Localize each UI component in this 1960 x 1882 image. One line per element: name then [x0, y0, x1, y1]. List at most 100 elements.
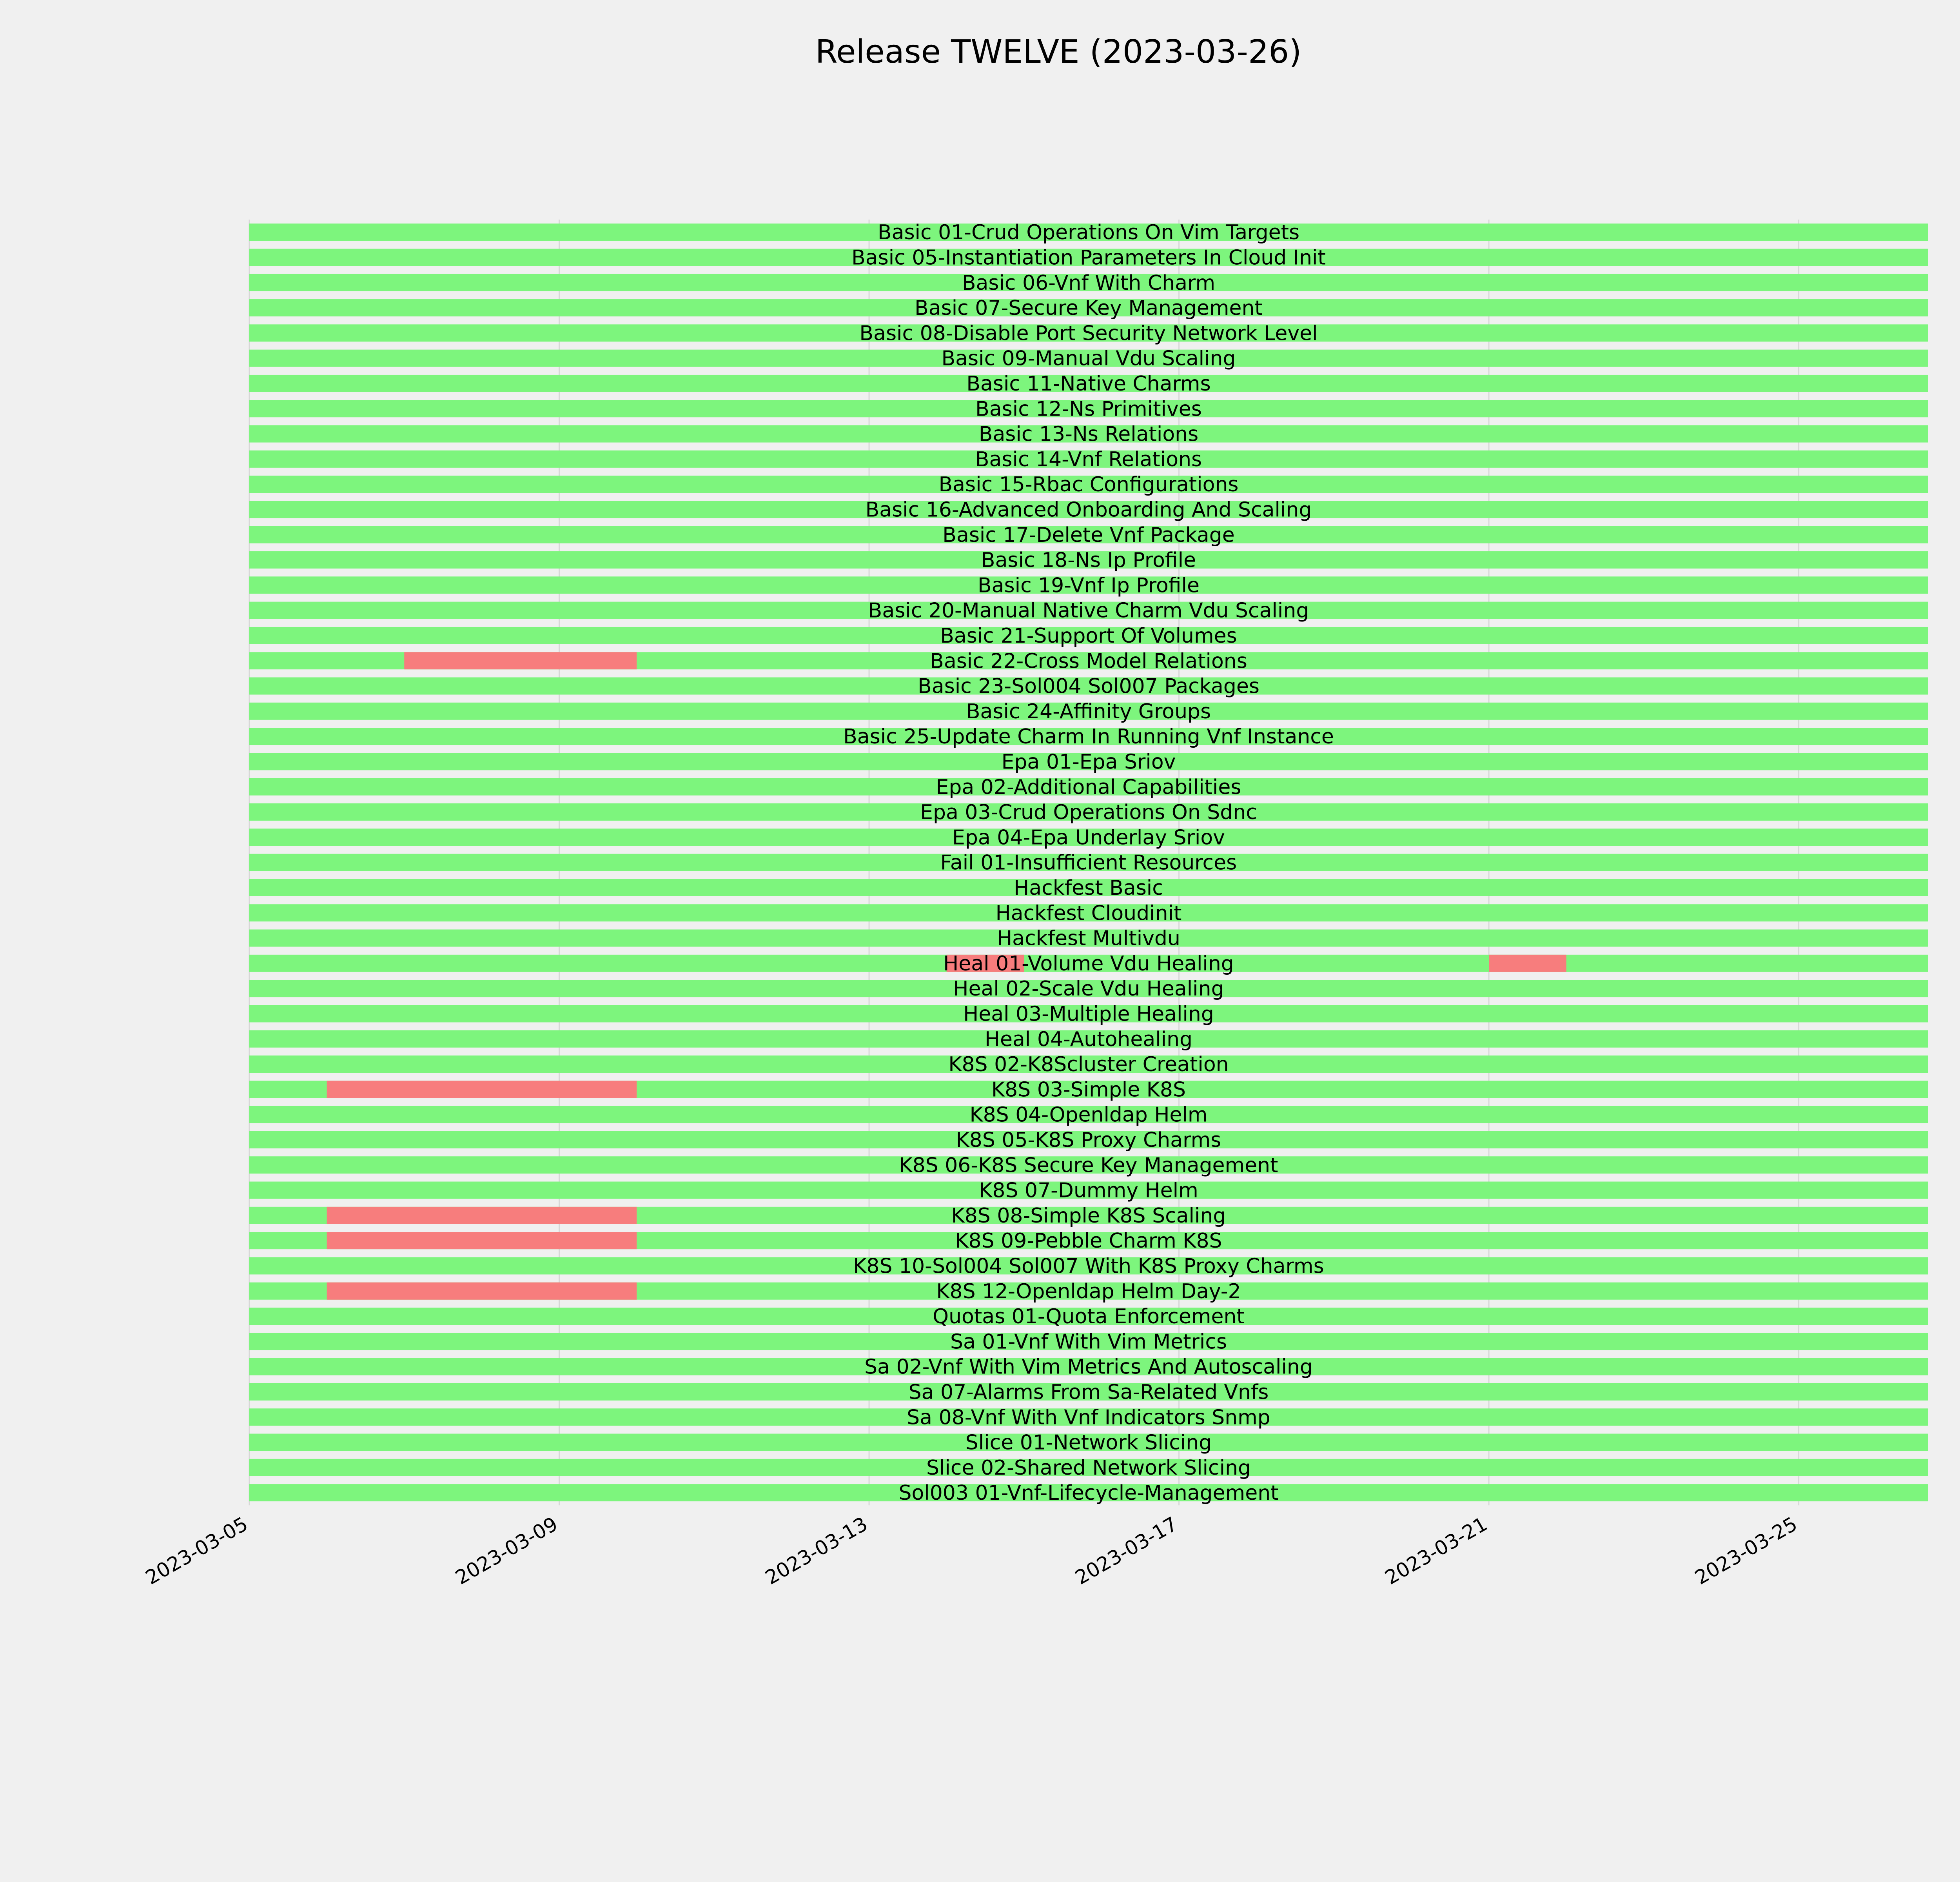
pass-bar: [249, 601, 1928, 619]
row-label: Basic 17-Delete Vnf Package: [942, 523, 1234, 547]
row-label: K8S 09-Pebble Charm K8S: [955, 1229, 1222, 1253]
row-label: Heal 03-Multiple Healing: [963, 1002, 1214, 1026]
pass-bar: [249, 1433, 1928, 1451]
row-label: K8S 06-K8S Secure Key Management: [899, 1154, 1278, 1177]
row-label: K8S 02-K8Scluster Creation: [948, 1053, 1229, 1076]
row-label: K8S 05-K8S Proxy Charms: [956, 1128, 1221, 1152]
row-label: Quotas 01-Quota Enforcement: [933, 1305, 1245, 1328]
row-label: Basic 12-Ns Primitives: [975, 397, 1202, 421]
fail-bar: [327, 1081, 637, 1098]
row-label: Hackfest Basic: [1014, 876, 1163, 900]
row-label: Epa 01-Epa Sriov: [1002, 750, 1176, 774]
row-label: Sa 01-Vnf With Vim Metrics: [950, 1330, 1227, 1353]
row-label: Slice 02-Shared Network Slicing: [926, 1456, 1251, 1480]
row-label: Heal 02-Scale Vdu Healing: [953, 977, 1224, 1001]
row-label: Epa 03-Crud Operations On Sdnc: [920, 801, 1257, 824]
pass-bar: [249, 1308, 1928, 1325]
pass-bar: [249, 223, 1928, 241]
row-label: Basic 16-Advanced Onboarding And Scaling: [866, 498, 1312, 521]
x-tick-label: 2023-03-13: [761, 1512, 871, 1589]
row-label: Basic 19-Vnf Ip Profile: [978, 574, 1200, 597]
pass-bar: [249, 980, 1928, 997]
fail-bar: [404, 652, 637, 670]
row-label: K8S 10-Sol004 Sol007 With K8S Proxy Char…: [853, 1254, 1324, 1278]
pass-bar: [249, 1106, 1928, 1123]
pass-bar: [249, 1055, 1928, 1073]
row-label: Basic 15-Rbac Configurations: [939, 473, 1239, 496]
pass-bar: [249, 828, 1928, 846]
pass-bar: [249, 954, 1928, 972]
row-label: Basic 22-Cross Model Relations: [930, 649, 1247, 673]
pass-bar: [249, 1484, 1928, 1502]
pass-bar: [249, 249, 1928, 266]
row-label: Sol003 01-Vnf-Lifecycle-Management: [898, 1481, 1278, 1505]
row-label: Basic 08-Disable Port Security Network L…: [859, 322, 1318, 345]
x-tick-label: 2023-03-21: [1381, 1512, 1491, 1589]
row-label: Slice 01-Network Slicing: [965, 1431, 1212, 1455]
pass-bar: [249, 324, 1928, 342]
bars: [249, 223, 1928, 1502]
pass-bar: [249, 1156, 1928, 1174]
pass-bar: [249, 425, 1928, 443]
row-label: Basic 06-Vnf With Charm: [962, 271, 1215, 295]
row-label: Fail 01-Insufficient Resources: [940, 851, 1237, 875]
pass-bar: [249, 576, 1928, 594]
pass-bar: [249, 854, 1928, 871]
row-label: Basic 25-Update Charm In Running Vnf Ins…: [843, 725, 1334, 748]
row-label: K8S 08-Simple K8S Scaling: [951, 1204, 1226, 1228]
pass-bar: [249, 274, 1928, 291]
row-labels: Basic 01-Crud Operations On Vim Targets B…: [843, 221, 1334, 1505]
pass-bar: [249, 677, 1928, 695]
pass-bar: [249, 803, 1928, 821]
row-label: K8S 03-Simple K8S: [991, 1078, 1186, 1101]
pass-bar: [249, 929, 1928, 947]
row-label: Epa 02-Additional Capabilities: [936, 776, 1241, 799]
row-label: Basic 24-Affinity Groups: [966, 700, 1211, 723]
row-label: Basic 14-Vnf Relations: [975, 448, 1202, 471]
pass-bar: [249, 1383, 1928, 1401]
x-tick-label: 2023-03-17: [1071, 1512, 1181, 1589]
pass-bar: [249, 450, 1928, 468]
row-label: Hackfest Cloudinit: [996, 901, 1182, 925]
fail-bar: [327, 1206, 637, 1224]
row-label: Sa 02-Vnf With Vim Metrics And Autoscali…: [864, 1355, 1313, 1379]
pass-bar: [249, 400, 1928, 418]
pass-bar: [249, 1358, 1928, 1375]
pass-bar: [249, 904, 1928, 922]
pass-bar: [249, 1005, 1928, 1023]
pass-bar: [249, 349, 1928, 367]
row-label: Basic 20-Manual Native Charm Vdu Scaling: [868, 599, 1309, 623]
pass-bar: [249, 778, 1928, 796]
pass-bar: [249, 374, 1928, 392]
pass-bar: [249, 1030, 1928, 1048]
pass-bar: [249, 476, 1928, 493]
row-label: Heal 04-Autohealing: [985, 1028, 1192, 1051]
x-tick-label: 2023-03-09: [452, 1512, 562, 1589]
pass-bar: [249, 1408, 1928, 1426]
row-label: Sa 07-Alarms From Sa-Related Vnfs: [909, 1381, 1269, 1404]
row-label: Basic 21-Support Of Volumes: [940, 624, 1237, 648]
chart-title: Release TWELVE (2023-03-26): [815, 33, 1302, 71]
pass-bar: [249, 627, 1928, 644]
pass-bar: [249, 728, 1928, 745]
fail-bar: [1489, 954, 1566, 972]
fail-bar: [327, 1282, 637, 1300]
pass-bar: [249, 753, 1928, 770]
pass-bar: [249, 1131, 1928, 1148]
x-tick-label: 2023-03-25: [1691, 1512, 1801, 1589]
row-label: Basic 07-Secure Key Management: [915, 296, 1263, 320]
row-label: K8S 07-Dummy Helm: [979, 1179, 1198, 1203]
row-label: Epa 04-Epa Underlay Sriov: [952, 826, 1225, 849]
row-label: Sa 08-Vnf With Vnf Indicators Snmp: [907, 1406, 1270, 1429]
fail-bar: [327, 1232, 637, 1250]
row-label: K8S 12-Openldap Helm Day-2: [936, 1280, 1241, 1303]
row-label: Basic 11-Native Charms: [966, 372, 1210, 396]
row-label: Heal 01-Volume Vdu Healing: [943, 952, 1234, 976]
x-tick-label: 2023-03-05: [142, 1512, 252, 1589]
pass-bar: [249, 879, 1928, 896]
row-label: Basic 23-Sol004 Sol007 Packages: [918, 675, 1259, 698]
row-label: Basic 01-Crud Operations On Vim Targets: [878, 221, 1299, 244]
pass-bar: [249, 1181, 1928, 1199]
fail-bar: [946, 954, 1024, 972]
